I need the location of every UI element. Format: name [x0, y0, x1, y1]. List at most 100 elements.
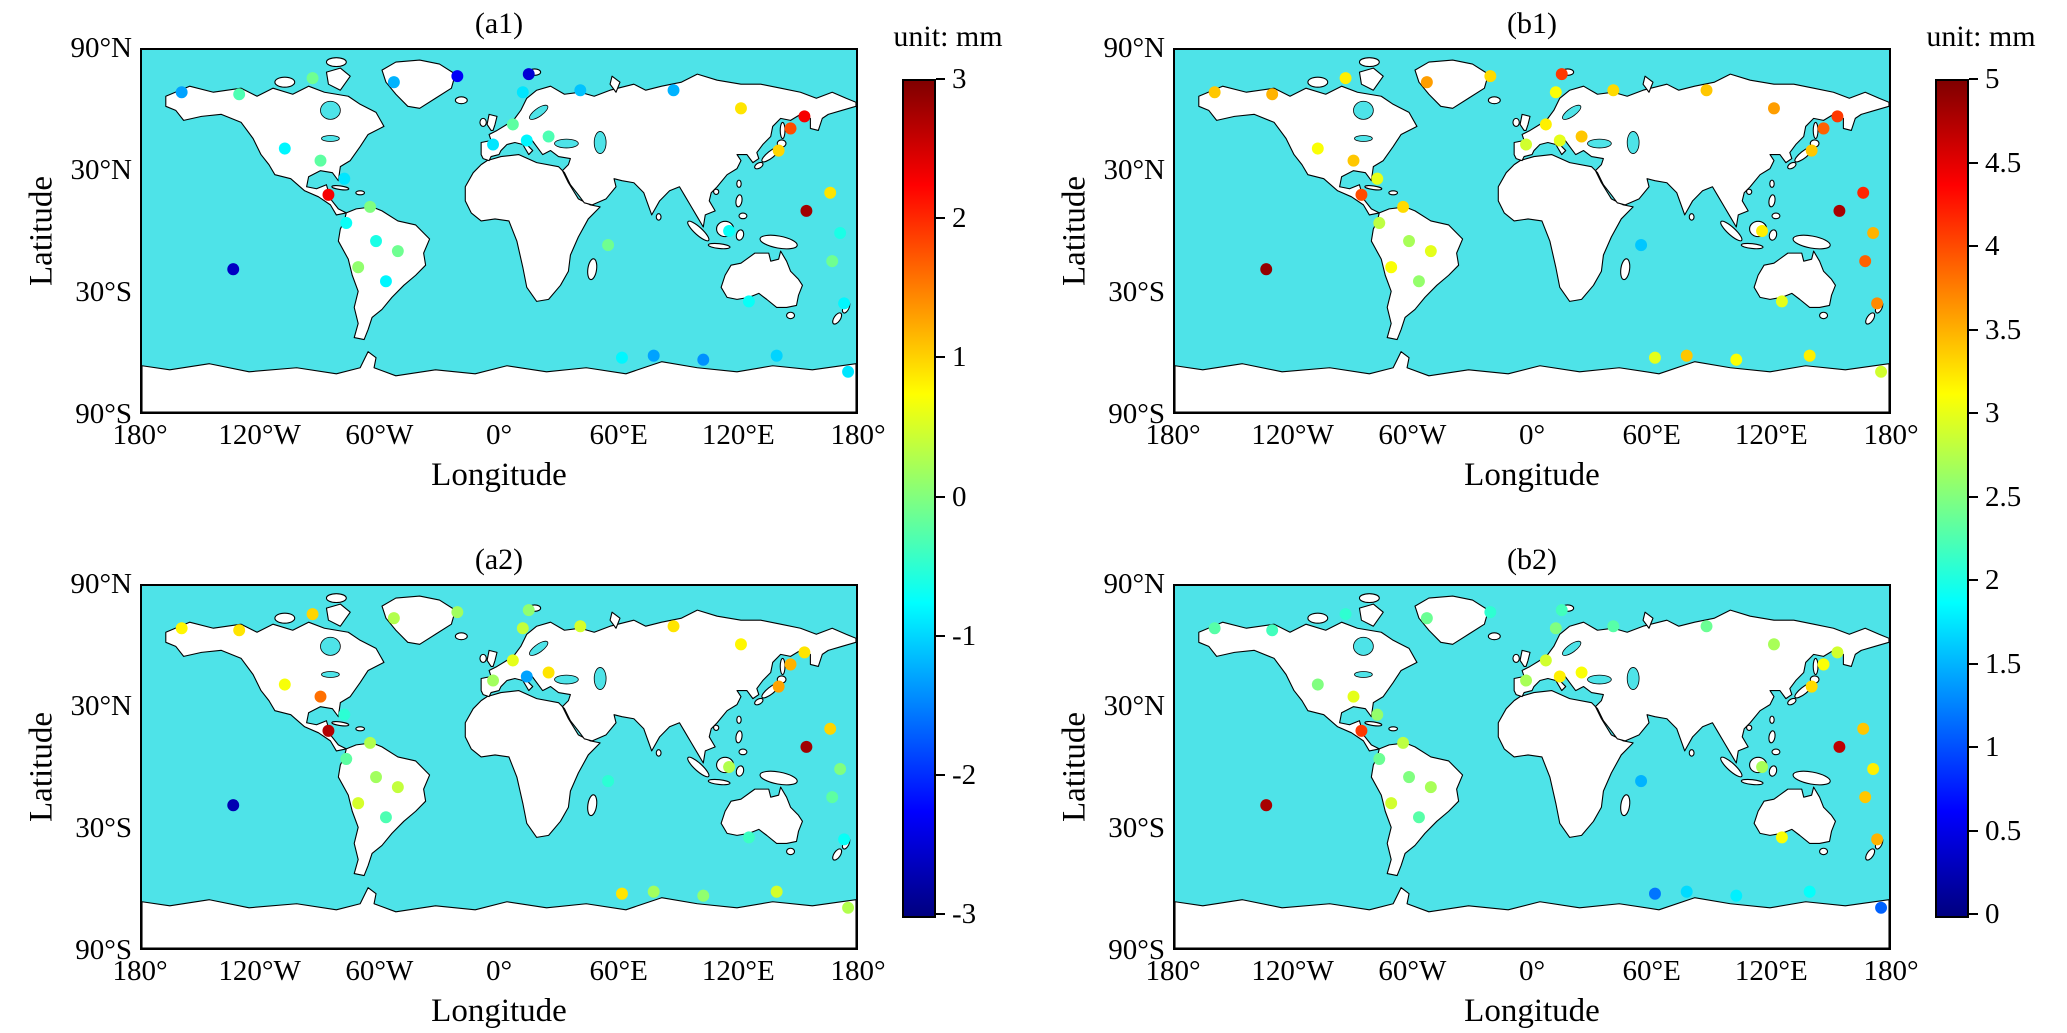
station-dot [842, 365, 855, 378]
colorbar-tick-label: 0.5 [1985, 814, 2022, 847]
station-dot [1805, 680, 1818, 693]
station-dot [380, 811, 392, 824]
station-dot [1339, 72, 1352, 85]
station-dot [1871, 833, 1884, 846]
colorbar-tick-label: 0 [1985, 898, 2000, 930]
station-dot [838, 297, 851, 310]
station-dot [233, 624, 246, 637]
x-tick-label: 120°E [1734, 419, 1808, 451]
colorbar-left-unit-label: unit: mm [893, 20, 1003, 53]
station-dot [667, 620, 680, 633]
station-dot [542, 130, 555, 143]
colorbar-right-unit-label: unit: mm [1926, 20, 2036, 53]
x-tick-label: 120°E [1734, 955, 1808, 987]
station-dot [1266, 624, 1279, 637]
station-dot [516, 622, 529, 635]
station-dot [1575, 130, 1588, 143]
station-dot [1260, 799, 1273, 812]
x-tick-label: 60°E [589, 419, 648, 451]
y-tick-label: 90°N [70, 568, 132, 600]
station-dot [1730, 889, 1743, 902]
y-tick-label: 90°N [70, 32, 132, 64]
colorbar-tick-mark [1969, 78, 1978, 80]
station-dot [227, 263, 240, 276]
x-tick-label: 0° [1518, 419, 1546, 451]
station-dot [364, 200, 377, 213]
station-dot [1424, 781, 1437, 794]
panel-a2: (a2) Latitude Longitude 180° 120°W 60°W 0° 6… [0, 516, 886, 1033]
panel-title-b2: (b2) [1507, 543, 1557, 576]
station-dot [1871, 297, 1884, 310]
y-tick-label: 30°S [1108, 276, 1165, 308]
colorbar-tick-mark [1969, 913, 1978, 915]
colorbar-tick-mark [936, 495, 945, 498]
station-dot [1831, 646, 1844, 659]
x-tick-label: 180° [1145, 955, 1201, 987]
station-dot [1803, 349, 1816, 362]
station-dot [1575, 666, 1588, 679]
map-b1 [1173, 48, 1891, 414]
station-dot [1403, 771, 1415, 784]
colorbar-tick-mark [936, 773, 945, 776]
station-dot [1420, 612, 1433, 625]
y-tick-label: 30°S [75, 276, 132, 308]
colorbar-tick-label: 5 [1985, 63, 2000, 95]
station-dot [800, 740, 813, 753]
station-dot [647, 349, 660, 362]
x-tick-label: 60°W [1378, 955, 1447, 987]
station-dot [520, 134, 533, 147]
station-dot [1420, 76, 1433, 89]
colorbar-tick-mark [936, 78, 945, 80]
colorbar-tick-mark [936, 356, 945, 359]
station-dot [1539, 118, 1552, 131]
station-dot [1680, 885, 1693, 898]
y-axis-label: Latitude [23, 712, 60, 822]
station-dot [451, 70, 464, 83]
station-dot [602, 775, 615, 788]
station-dot [1607, 620, 1620, 633]
station-dot [1403, 235, 1415, 248]
map-b2 [1173, 584, 1891, 950]
panel-b2-inner: (b2) Latitude Longitude 180° 120°W 60°W 0° 6… [1033, 536, 1919, 1032]
station-dot [784, 658, 797, 671]
colorbar-tick-mark [1969, 662, 1978, 665]
station-dot [391, 245, 404, 258]
x-tick-label: 180° [830, 419, 886, 451]
x-tick-label: 60°E [589, 955, 648, 987]
station-dot [697, 889, 710, 902]
station-dot [387, 76, 400, 89]
x-tick-label: 60°W [345, 419, 414, 451]
station-dot [1385, 797, 1398, 810]
station-dot [1397, 200, 1410, 213]
x-axis-label: Longitude [431, 993, 567, 1029]
y-tick-label: 90°S [1108, 398, 1165, 430]
station-dot [1311, 678, 1324, 691]
station-dot [1373, 752, 1386, 765]
colorbar-tick-label: -2 [952, 758, 977, 791]
panel-title-b1: (b1) [1507, 7, 1557, 40]
station-dot [723, 760, 736, 774]
x-tick-label: 180° [1863, 955, 1919, 987]
map-a2 [140, 584, 858, 950]
station-dot [278, 142, 291, 155]
station-dot [826, 255, 839, 268]
station-dot [340, 216, 353, 229]
station-dot [1520, 138, 1532, 151]
station-dot [1635, 775, 1648, 788]
y-tick-label: 90°S [1108, 934, 1165, 966]
station-dot [370, 771, 382, 784]
y-tick-label: 30°N [1103, 690, 1165, 722]
station-dot [574, 84, 587, 97]
x-tick-label: 180° [112, 419, 168, 451]
panel-a2-inner: (a2) Latitude Longitude 180° 120°W 60°W 0° 6… [0, 536, 886, 1032]
colorbar-tick-mark [1969, 495, 1978, 498]
station-dot [770, 349, 783, 362]
y-axis-label: Latitude [1056, 712, 1093, 822]
colorbar-tick-label: 4 [1985, 230, 2000, 262]
colorbar-tick-mark [1969, 746, 1978, 748]
panel-b1-inner: (b1) Latitude Longitude 180° 120°W 60°W 0° 6… [1033, 0, 1919, 496]
station-dot [1373, 216, 1386, 229]
y-tick-label: 90°S [75, 934, 132, 966]
station-dot [322, 188, 335, 201]
